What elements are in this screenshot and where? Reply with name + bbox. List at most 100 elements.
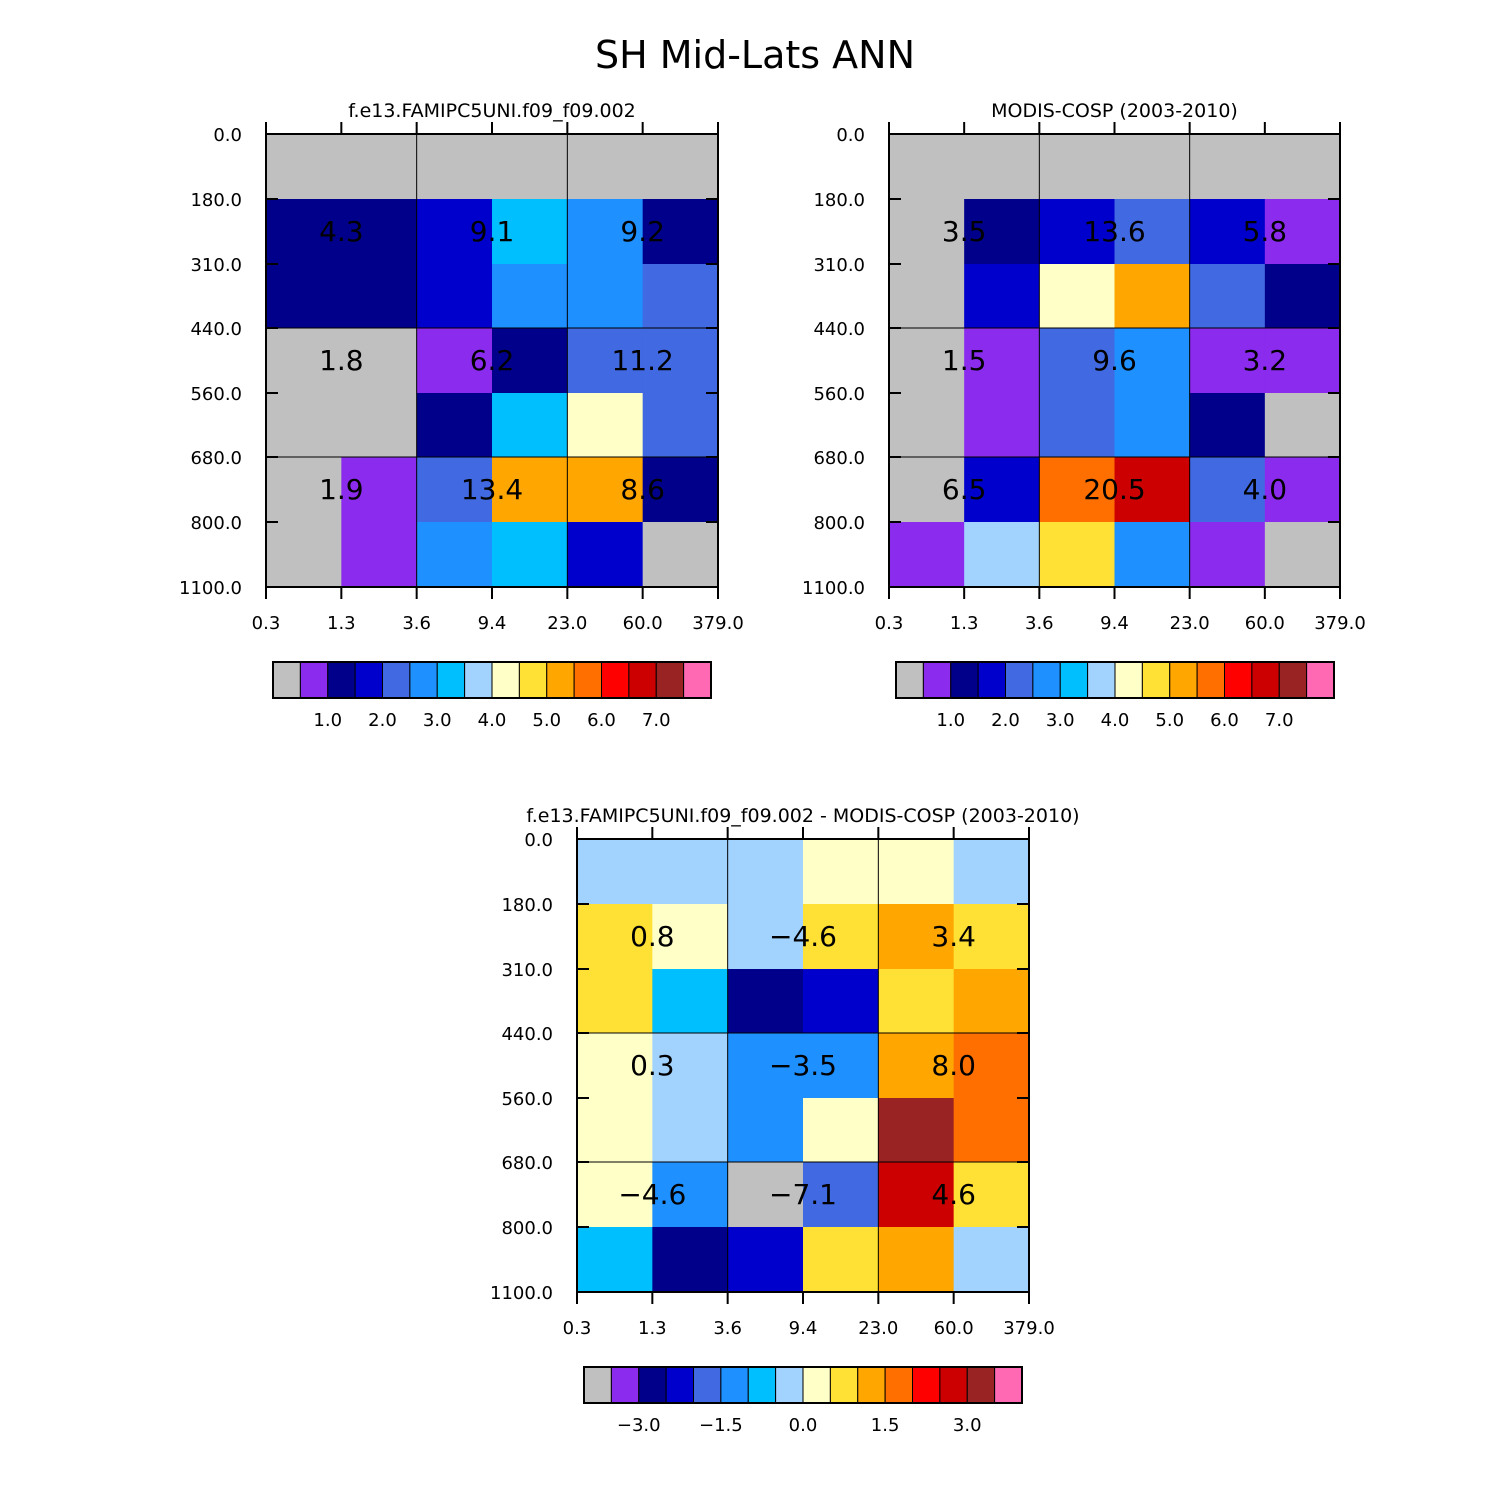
heatmap-cell: [889, 328, 965, 394]
heatmap-cell: [727, 904, 804, 970]
y-tick-label: 180.0: [501, 895, 553, 916]
heatmap-cell: [1189, 264, 1266, 329]
y-tick-label: 310.0: [813, 255, 865, 276]
x-tick-label: 9.4: [789, 1318, 818, 1339]
heatmap-cell: [416, 199, 493, 265]
heatmap-cell: [889, 393, 965, 458]
heatmap-cell: [492, 199, 568, 265]
heatmap-cell: [727, 1162, 804, 1228]
heatmap-cell: [652, 1098, 729, 1163]
y-tick-label: 310.0: [501, 960, 553, 981]
colorbar-label: 2.0: [991, 710, 1020, 731]
colorbar-swatch: [1278, 661, 1308, 699]
heatmap-cell: [642, 328, 719, 394]
cell-value-label: 3.4: [931, 920, 976, 953]
cell-value-label: 20.5: [1083, 473, 1145, 506]
heatmap-cell: [642, 393, 719, 458]
colorbar-label: 7.0: [642, 710, 671, 731]
colorbar-swatch: [829, 1366, 859, 1404]
colorbar-swatch: [720, 1366, 749, 1404]
colorbar-swatch: [884, 1366, 913, 1404]
heatmap-cell: [964, 328, 1040, 394]
colorbar-label: 2.0: [368, 710, 397, 731]
heatmap-cell: [889, 199, 965, 265]
heatmap-cell: [878, 969, 955, 1034]
colorbar-label: 0.0: [789, 1415, 818, 1436]
heatmap-cell: [266, 199, 342, 265]
heatmap-cell: [577, 1227, 653, 1293]
heatmap-cell: [1264, 457, 1341, 523]
heatmap-cell: [266, 393, 342, 458]
colorbar-label: 3.0: [1046, 710, 1075, 731]
heatmap-cell: [416, 264, 493, 329]
panel-title: MODIS-COSP (2003-2010): [991, 100, 1238, 122]
heatmap-cell: [1264, 264, 1341, 329]
heatmap-cell: [803, 904, 879, 970]
cell-value-label: 11.2: [611, 344, 673, 377]
heatmap-cell: [889, 264, 965, 329]
x-tick-label: 60.0: [1245, 613, 1285, 634]
colorbar-swatch: [775, 1366, 804, 1404]
heatmap-cell: [341, 457, 418, 523]
cell-value-label: 4.0: [1243, 473, 1288, 506]
heatmap-cell: [577, 904, 653, 970]
heatmap-cell: [1114, 264, 1191, 329]
heatmap-cell: [1189, 328, 1266, 394]
heatmap-cell: [1114, 393, 1191, 458]
colorbar-swatch: [354, 661, 383, 699]
heatmap-cell: [1114, 522, 1191, 588]
heatmap-cell: [567, 522, 644, 588]
heatmap-cell: [889, 134, 965, 200]
heatmap-cell: [567, 328, 644, 394]
heatmap-cell: [964, 522, 1040, 588]
colorbar-label: 3.0: [423, 710, 452, 731]
heatmap-cell: [878, 904, 955, 970]
heatmap-cell: [727, 969, 804, 1034]
heatmap-cell: [416, 328, 493, 394]
colorbar-swatch: [857, 1366, 886, 1404]
x-tick-label: 379.0: [1003, 1318, 1055, 1339]
colorbar-label: −1.5: [699, 1415, 743, 1436]
cell-value-label: 5.8: [1243, 215, 1288, 248]
y-tick-label: 800.0: [813, 513, 865, 534]
y-tick-label: 560.0: [190, 384, 242, 405]
heatmap-cell: [266, 134, 342, 200]
heatmap-cell: [1039, 457, 1115, 523]
x-tick-label: 1.3: [327, 613, 356, 634]
colorbar-swatch: [409, 661, 438, 699]
heatmap-cell: [727, 1098, 804, 1163]
colorbar-swatch: [1114, 661, 1143, 699]
heatmap-cell: [567, 457, 644, 523]
colorbar-label: −3.0: [617, 1415, 661, 1436]
colorbar-swatch: [573, 661, 602, 699]
colorbar-swatch: [546, 661, 575, 699]
heatmap-cell: [416, 522, 493, 588]
panel-title: f.e13.FAMIPC5UNI.f09_f09.002: [348, 100, 636, 122]
plot-frame: [888, 133, 1341, 588]
heatmap-cell: [266, 328, 342, 394]
heatmap-cell: [803, 969, 879, 1034]
heatmap-cell: [803, 1227, 879, 1293]
heatmap-cell: [964, 199, 1040, 265]
y-tick-label: 1100.0: [490, 1283, 553, 1304]
x-tick-label: 379.0: [1314, 613, 1366, 634]
colorbar-swatch: [436, 661, 466, 699]
cell-value-label: 4.3: [319, 215, 364, 248]
colorbar-swatch: [1141, 661, 1171, 699]
heatmap-cell: [803, 1162, 879, 1228]
heatmap-cell: [341, 264, 418, 329]
x-tick-label: 9.4: [478, 613, 507, 634]
colorbar-swatch: [464, 661, 493, 699]
heatmap-cell: [953, 839, 1030, 905]
x-tick-label: 23.0: [858, 1318, 898, 1339]
heatmap-cell: [964, 393, 1040, 458]
colorbar-frame: [272, 661, 712, 699]
colorbar-label: 5.0: [532, 710, 561, 731]
colorbar-swatch: [939, 1366, 968, 1404]
colorbar-swatch: [895, 661, 924, 699]
heatmap-cell: [964, 457, 1040, 523]
cell-value-label: −4.6: [618, 1178, 686, 1211]
colorbar-swatch: [628, 661, 657, 699]
y-tick-label: 0.0: [524, 830, 553, 851]
